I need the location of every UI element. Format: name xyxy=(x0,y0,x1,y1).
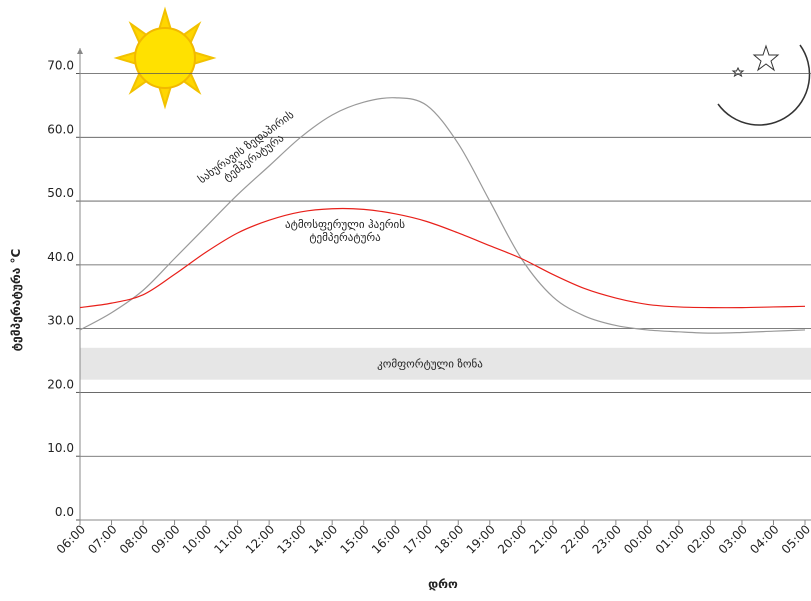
x-tick-label: 03:00 xyxy=(716,522,750,556)
x-tick-label: 04:00 xyxy=(747,522,781,556)
y-tick-label: 10.0 xyxy=(47,441,74,455)
x-tick-label: 16:00 xyxy=(369,522,403,556)
x-tick-label: 01:00 xyxy=(653,522,687,556)
x-tick-label: 00:00 xyxy=(621,522,655,556)
annotation-line: სახურავის ზედაპირის xyxy=(196,108,297,186)
x-tick-label: 17:00 xyxy=(400,522,434,556)
y-tick-label: 0.0 xyxy=(55,505,74,519)
series-line xyxy=(79,207,806,309)
x-tick-label: 09:00 xyxy=(148,522,182,556)
x-tick-label: 21:00 xyxy=(527,522,561,556)
y-tick-label: 40.0 xyxy=(47,250,74,264)
annotation-line: ატმოსფერული ჰაერის xyxy=(285,218,405,231)
x-tick-label: 15:00 xyxy=(337,522,371,556)
y-axis-arrow xyxy=(77,48,83,54)
x-tick-label: 14:00 xyxy=(306,522,340,556)
x-tick-label: 13:00 xyxy=(274,522,308,556)
series-line xyxy=(79,97,806,334)
x-tick-label: 22:00 xyxy=(558,522,592,556)
annotation-line: ტემპერატურა xyxy=(309,231,381,244)
y-tick-label: 60.0 xyxy=(47,122,74,136)
y-tick-label: 30.0 xyxy=(47,314,74,328)
y-tick-label: 70.0 xyxy=(47,59,74,73)
x-tick-label: 02:00 xyxy=(684,522,718,556)
comfort-zone xyxy=(80,347,811,380)
x-tick-label: 12:00 xyxy=(243,522,277,556)
y-axis-label: ტემპერატურა °C xyxy=(9,248,23,351)
moon-icon xyxy=(717,44,811,126)
x-tick-label: 19:00 xyxy=(464,522,498,556)
sun-icon xyxy=(113,6,217,110)
x-tick-label: 07:00 xyxy=(85,522,119,556)
x-tick-label: 20:00 xyxy=(495,522,529,556)
comfort-zone-label: კომფორტული ზონა xyxy=(377,358,483,371)
y-tick-label: 20.0 xyxy=(47,377,74,391)
x-tick-label: 23:00 xyxy=(590,522,624,556)
x-tick-label: 10:00 xyxy=(180,522,214,556)
x-tick-label: 18:00 xyxy=(432,522,466,556)
x-tick-label: 06:00 xyxy=(54,522,88,556)
x-tick-label: 08:00 xyxy=(117,522,151,556)
x-axis-label: დრო xyxy=(428,577,458,591)
x-tick-label: 05:00 xyxy=(779,522,811,556)
x-tick-label: 11:00 xyxy=(211,522,245,556)
y-tick-label: 50.0 xyxy=(47,186,74,200)
